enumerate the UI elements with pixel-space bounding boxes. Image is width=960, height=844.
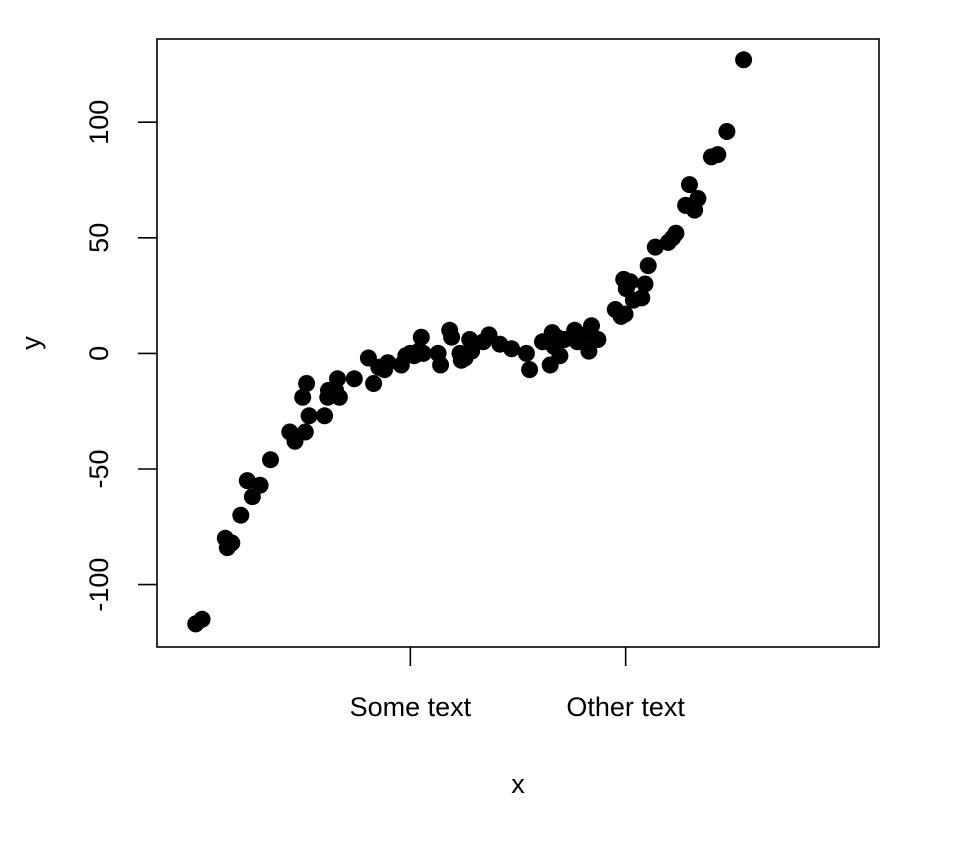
data-point-33	[412, 328, 430, 346]
data-point-68	[621, 273, 639, 291]
data-point-5	[232, 506, 250, 524]
data-point-73	[646, 238, 664, 256]
data-point-1	[193, 610, 211, 628]
data-point-71	[636, 275, 654, 293]
data-point-43	[463, 342, 481, 360]
data-point-27	[379, 354, 397, 372]
data-point-60	[580, 342, 598, 360]
y-tick-label-3: 50	[84, 223, 114, 253]
y-tick-label-0: -100	[84, 558, 114, 612]
y-tick-label-2: 0	[84, 346, 114, 361]
x-tick-label-1: Other text	[566, 692, 685, 722]
y-tick-label-1: -50	[84, 449, 114, 488]
data-point-66	[616, 305, 634, 323]
data-point-82	[709, 146, 727, 164]
data-point-61	[583, 317, 600, 335]
data-point-15	[300, 407, 318, 425]
data-point-80	[689, 190, 707, 207]
data-point-22	[345, 370, 363, 388]
data-point-70	[633, 289, 651, 307]
y-tick-label-4: 100	[84, 100, 114, 145]
data-point-62	[589, 331, 607, 348]
data-point-84	[735, 51, 753, 69]
data-point-38	[443, 328, 461, 346]
data-point-36	[432, 356, 450, 374]
data-point-34	[414, 344, 432, 362]
data-points	[187, 51, 753, 633]
x-tick-label-0: Some text	[350, 692, 472, 722]
data-point-20	[329, 370, 346, 388]
data-point-78	[681, 176, 698, 194]
data-point-47	[503, 340, 521, 358]
data-point-13	[296, 423, 314, 441]
x-axis-ticks: Some text Other text	[350, 647, 685, 722]
data-point-8	[251, 476, 269, 494]
data-point-4	[223, 534, 241, 552]
data-point-14	[298, 375, 316, 392]
data-point-83	[718, 123, 736, 140]
x-axis-label: x	[511, 769, 525, 799]
data-point-72	[639, 257, 657, 275]
data-point-21	[330, 388, 348, 406]
data-point-9	[262, 451, 279, 469]
data-point-49	[521, 361, 539, 379]
y-axis-ticks: -100 -50 0 50 100	[84, 100, 157, 612]
data-point-24	[365, 375, 383, 392]
data-point-55	[551, 347, 569, 365]
data-point-12	[294, 388, 312, 406]
data-point-16	[316, 407, 334, 425]
plot-frame	[156, 38, 880, 648]
data-point-76	[667, 224, 685, 242]
y-axis-label: y	[16, 336, 46, 350]
data-point-48	[517, 344, 535, 362]
data-point-6	[238, 472, 256, 490]
